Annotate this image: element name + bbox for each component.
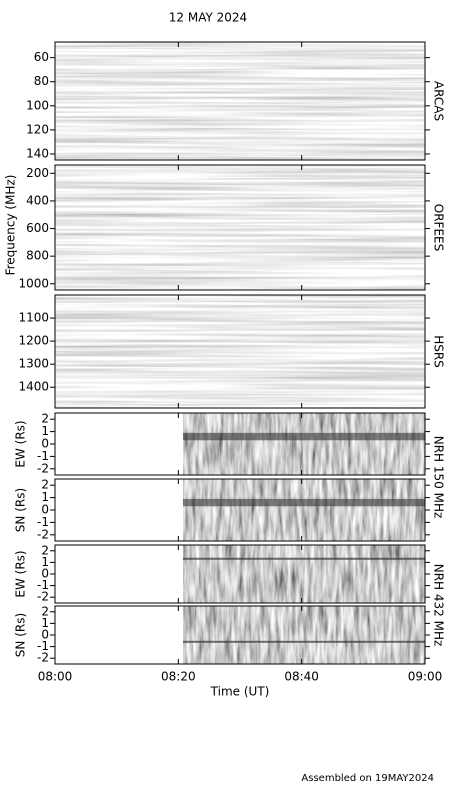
x-tick-label: 09:00 xyxy=(408,670,443,684)
y-tick-label: 2 xyxy=(41,543,49,557)
panel-y-label: EW (Rs) xyxy=(14,420,28,467)
heatmap-image xyxy=(55,165,425,290)
heatmap-band xyxy=(183,557,425,560)
heatmap-image xyxy=(55,295,425,408)
y-tick-label: -2 xyxy=(37,590,49,604)
chart-title: 12 MAY 2024 xyxy=(169,11,247,25)
y-tick-label: 1300 xyxy=(18,357,49,371)
y-tick-label: 60 xyxy=(34,50,49,64)
heatmap-band xyxy=(183,640,425,643)
y-tick-label: 2 xyxy=(41,604,49,618)
y-tick-label: -1 xyxy=(37,449,49,463)
heatmap-band xyxy=(183,432,425,441)
y-tick-label: 100 xyxy=(26,98,49,112)
x-tick-label: 08:20 xyxy=(161,670,196,684)
panel-frame xyxy=(54,294,426,409)
panel-label: HSRS xyxy=(432,335,446,368)
y-tick-label: 0 xyxy=(41,437,49,451)
panel-label: ORFEES xyxy=(432,204,446,251)
heatmap-image xyxy=(183,413,425,475)
panel-frame xyxy=(54,41,426,161)
x-axis-title: Time (UT) xyxy=(210,685,270,699)
y-tick-label: 0 xyxy=(41,567,49,581)
y-tick-label: 1200 xyxy=(18,334,49,348)
y-tick-label: 1 xyxy=(41,555,49,569)
y-tick-label: 120 xyxy=(26,122,49,136)
y-tick-label: 0 xyxy=(41,503,49,517)
panel-y-label: SN (Rs) xyxy=(14,488,28,532)
heatmap-image xyxy=(183,479,425,541)
y-tick-label: 1400 xyxy=(18,380,49,394)
panel-y-label: EW (Rs) xyxy=(14,550,28,597)
y-tick-label: 1 xyxy=(41,616,49,630)
y-tick-label: 2 xyxy=(41,478,49,492)
panel-y-label: SN (Rs) xyxy=(14,613,28,657)
heatmap-image xyxy=(55,42,425,160)
y-tick-label: 1000 xyxy=(18,276,49,290)
y-tick-label: -2 xyxy=(37,651,49,665)
panel-label: NRH 432 MHz xyxy=(432,564,446,647)
y-tick-label: 400 xyxy=(26,193,49,207)
y-tick-label: 2 xyxy=(41,412,49,426)
y-axis-title: Frequency (MHz) xyxy=(4,175,18,276)
footer: Assembled on 19MAY2024 xyxy=(301,773,434,784)
y-tick-label: 1 xyxy=(41,490,49,504)
y-tick-label: 0 xyxy=(41,628,49,642)
y-tick-label: -2 xyxy=(37,527,49,541)
panel-label: ARCAS xyxy=(432,81,446,121)
y-tick-label: -1 xyxy=(37,639,49,653)
panel-frame xyxy=(54,164,426,291)
y-tick-label: 140 xyxy=(26,146,49,160)
x-tick-label: 08:40 xyxy=(284,670,319,684)
heatmap-image xyxy=(183,545,425,603)
y-tick-label: -2 xyxy=(37,461,49,475)
y-tick-label: 1 xyxy=(41,424,49,438)
y-tick-label: 800 xyxy=(26,249,49,263)
panel-label: NRH 150 MHz xyxy=(432,436,446,519)
heatmap-band xyxy=(183,498,425,507)
y-tick-label: 80 xyxy=(34,74,49,88)
y-tick-label: 600 xyxy=(26,221,49,235)
heatmap-image xyxy=(183,606,425,664)
y-tick-label: -1 xyxy=(37,515,49,529)
y-tick-label: 200 xyxy=(26,166,49,180)
x-tick-label: 08:00 xyxy=(38,670,73,684)
y-tick-label: -1 xyxy=(37,578,49,592)
y-tick-label: 1100 xyxy=(18,311,49,325)
